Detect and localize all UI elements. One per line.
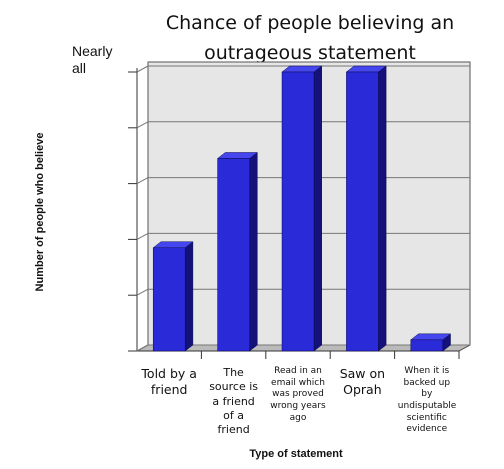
bar-side bbox=[378, 65, 387, 352]
bar-group bbox=[216, 151, 259, 352]
bar bbox=[217, 158, 250, 352]
y-axis-label: Number of people who believe bbox=[34, 133, 46, 292]
bar-side bbox=[249, 151, 258, 352]
y-tick-depth bbox=[136, 65, 149, 73]
y-tick-depth bbox=[136, 344, 149, 352]
bar-group bbox=[152, 241, 194, 352]
bar-group bbox=[345, 65, 387, 352]
y-tick-depth bbox=[136, 232, 149, 240]
bar-group bbox=[281, 65, 323, 352]
x-tick-label: Told by a friend bbox=[141, 366, 197, 398]
bar bbox=[281, 71, 315, 352]
y-tick-depth bbox=[136, 288, 149, 296]
x-tick-label: Saw on Oprah bbox=[339, 366, 386, 398]
bar-group bbox=[410, 333, 452, 352]
bar bbox=[152, 247, 186, 352]
x-tick-label: Read in an email which was proved wrong … bbox=[270, 366, 326, 423]
bar-side bbox=[313, 65, 322, 352]
y-tick-label-line: Nearly bbox=[72, 43, 112, 59]
bar-side bbox=[184, 241, 194, 352]
x-axis-label: Type of statement bbox=[249, 448, 343, 460]
y-tick-label: Nearly all bbox=[72, 43, 112, 76]
y-tick-depth bbox=[136, 177, 149, 185]
bar bbox=[346, 71, 379, 352]
x-tick-label: When it is backed up by undisputable sci… bbox=[397, 366, 457, 435]
y-tick-label-line: all bbox=[72, 60, 86, 76]
bar bbox=[410, 339, 444, 352]
y-tick-depth bbox=[136, 121, 149, 129]
chart-title: Chance of people believing an outrageous… bbox=[165, 12, 455, 64]
x-tick-label: The source is a friend of a friend bbox=[209, 366, 258, 437]
